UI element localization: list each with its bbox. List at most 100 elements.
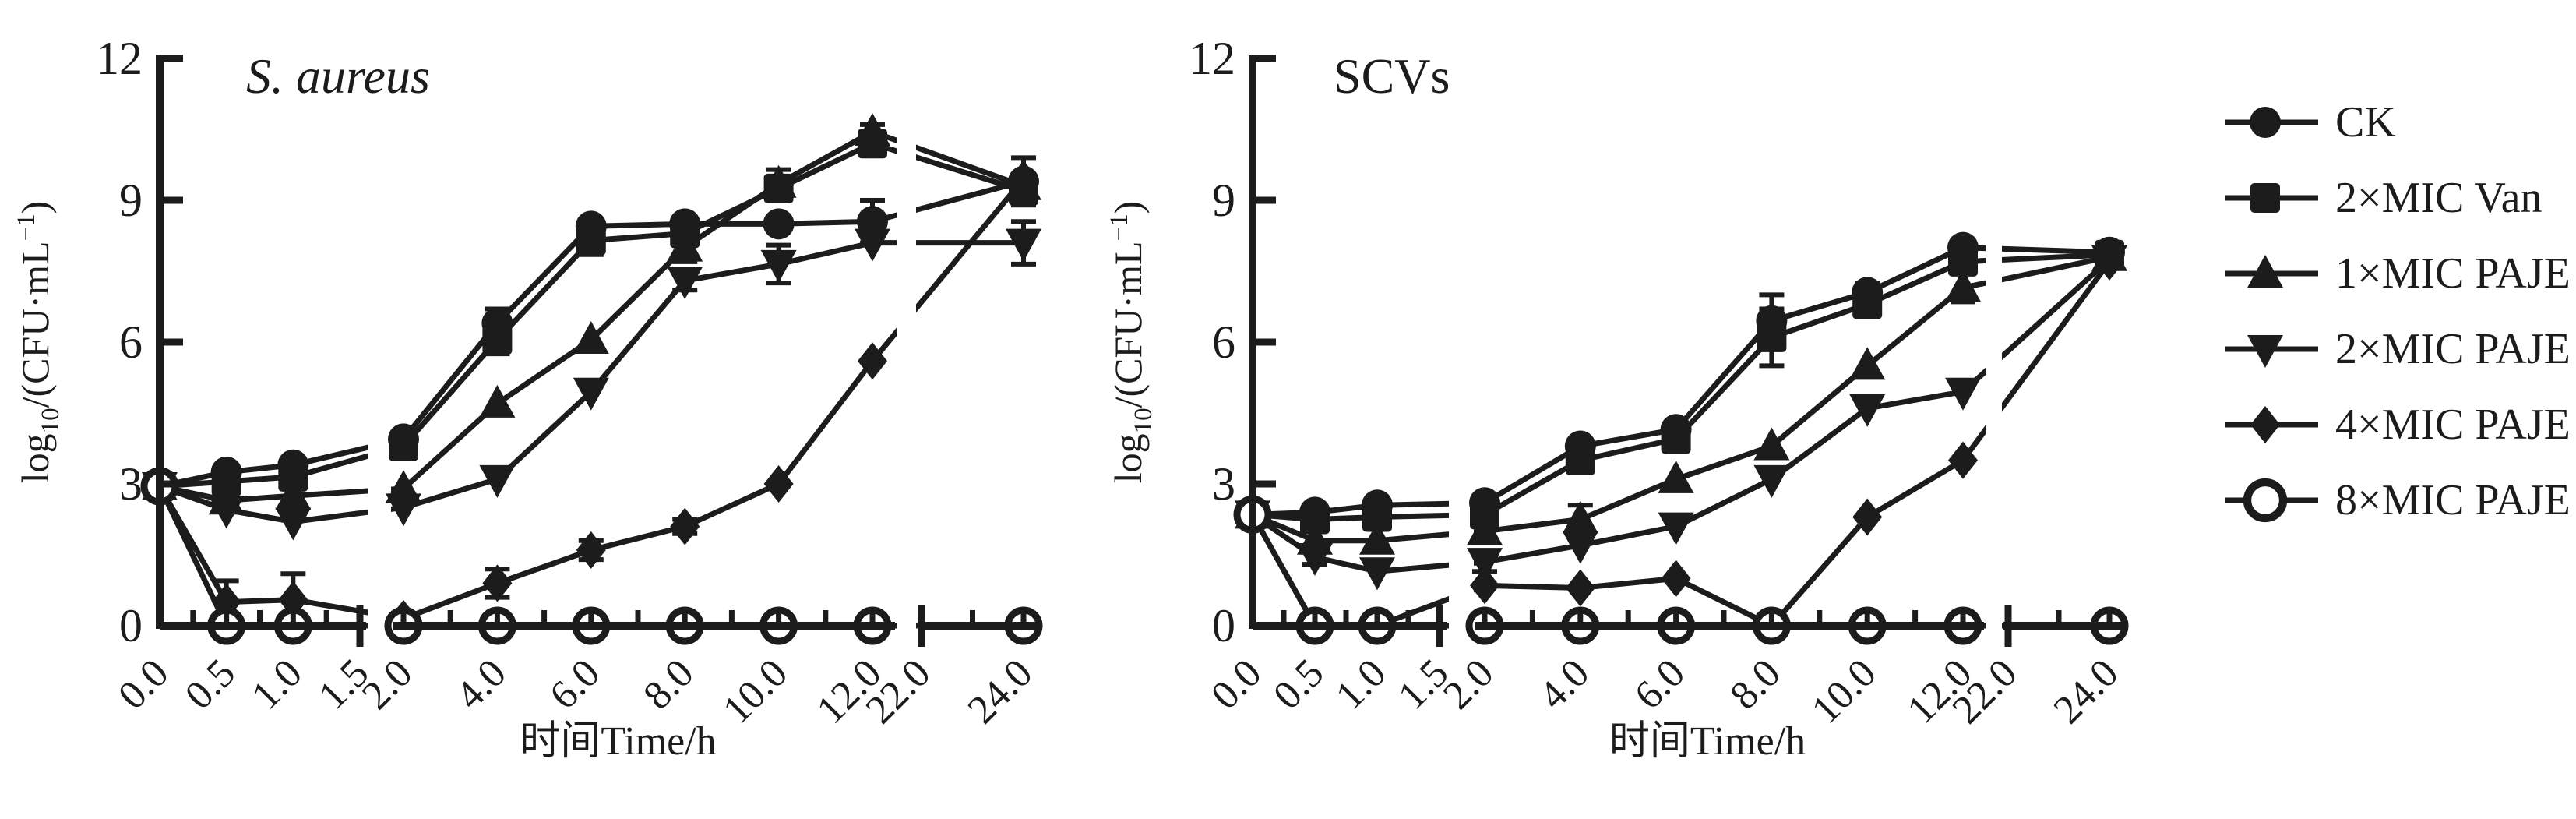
diamond-legend-swatch	[2225, 405, 2318, 443]
y-tick-label: 12	[1189, 33, 1235, 84]
triangle-down-marker	[1658, 512, 1694, 545]
x-tick-label: 10.0	[714, 651, 796, 733]
x-tick-label: 6.0	[1626, 651, 1693, 718]
legend-label: 4×MIC PAJE	[2335, 400, 2571, 449]
diamond-marker	[482, 564, 513, 602]
y-axis-title: log10/(CFU·mL−1)	[12, 201, 65, 484]
y-tick-label: 3	[119, 458, 143, 510]
x-axis-title: 时间Time/h	[1609, 719, 1806, 764]
square-marker	[1661, 424, 1691, 454]
x-tick-label: 2.0	[1435, 651, 1502, 718]
triangle-up-marker	[1849, 347, 1886, 380]
triangle-up-marker	[1753, 427, 1790, 461]
triangle-up-marker	[1467, 512, 1503, 545]
x-tick-label: 24.0	[2046, 651, 2127, 733]
triangle-up-marker	[275, 477, 312, 510]
series-line-triangle-down	[1251, 257, 2112, 574]
triangle-up-marker	[479, 384, 516, 418]
legend-label: 2×MIC Van	[2335, 173, 2543, 222]
x-tick-label: 10.0	[1803, 651, 1885, 733]
triangle-up-marker	[573, 320, 609, 354]
y-tick-label: 9	[1212, 175, 1235, 226]
diamond-marker	[1470, 567, 1499, 605]
triangle-up-legend-swatch	[2225, 254, 2318, 288]
series-line-circle	[1252, 245, 2110, 517]
square-marker	[482, 324, 513, 355]
x-tick-label: 0.5	[1265, 651, 1332, 718]
legend-label: 2×MIC PAJE	[2335, 324, 2571, 373]
y-tick-label: 0	[119, 600, 143, 651]
legend-item-diamond: 4×MIC PAJE	[2225, 387, 2571, 462]
axis-break-gap	[897, 39, 916, 649]
legend-item-triangle-down: 2×MIC PAJE	[2225, 311, 2571, 387]
square-marker	[278, 461, 308, 492]
circle-legend-swatch	[2225, 106, 2318, 138]
y-tick-label: 6	[119, 316, 143, 368]
legend-item-square: 2×MIC Van	[2225, 160, 2571, 235]
square-marker	[1565, 445, 1595, 475]
triangle-down-marker	[855, 228, 890, 262]
x-tick-label: 2.0	[354, 651, 421, 718]
square-marker	[389, 431, 418, 461]
diamond-marker	[858, 342, 887, 380]
axis-break-gap	[1986, 39, 2002, 649]
triangle-down-marker	[1006, 228, 1041, 262]
triangle-down-marker	[1467, 548, 1503, 581]
x-tick-label: 0.0	[110, 651, 177, 718]
triangle-down-legend-swatch	[2225, 334, 2318, 368]
triangle-down-marker	[1562, 531, 1598, 564]
triangle-down-marker	[1753, 464, 1790, 498]
triangle-down-marker	[667, 267, 703, 300]
triangle-up-marker	[1945, 269, 1981, 302]
triangle-down-marker	[386, 493, 421, 527]
diamond-marker	[1852, 498, 1883, 536]
y-tick-label: 3	[1212, 458, 1235, 510]
diamond-marker	[2250, 405, 2280, 443]
x-tick-label: 1.0	[1327, 651, 1394, 718]
series-line-square	[1252, 252, 2110, 522]
triangle-down-marker	[1849, 394, 1886, 427]
y-tick-label: 9	[119, 175, 143, 226]
triangle-up-marker	[855, 113, 890, 147]
series-line-triangle-down	[158, 240, 1024, 525]
triangle-up-marker	[1359, 521, 1395, 555]
square-marker	[1948, 246, 1978, 277]
triangle-down-marker	[1359, 557, 1395, 591]
open-circle-legend-swatch	[2225, 478, 2318, 522]
square-marker	[1757, 322, 1787, 352]
triangle-up-marker	[760, 164, 797, 198]
diamond-marker	[1009, 160, 1038, 198]
legend-label: 8×MIC PAJE	[2335, 475, 2571, 524]
diamond-marker	[670, 507, 700, 545]
triangle-down-marker	[208, 496, 245, 529]
triangle-down-marker	[2247, 334, 2283, 368]
x-tick-label: 0.0	[1203, 651, 1270, 718]
x-tick-label: 4.0	[1531, 651, 1598, 718]
y-axis-title: log10/(CFU·mL−1)	[1105, 201, 1158, 484]
diamond-marker	[1565, 569, 1595, 607]
legend-label: CK	[2335, 97, 2396, 147]
square-marker	[2250, 182, 2280, 213]
plot-title: SCVs	[1334, 48, 1450, 104]
x-tick-label: 8.0	[635, 651, 702, 718]
diamond-marker	[576, 531, 606, 569]
square-marker	[211, 466, 241, 496]
triangle-down-marker	[479, 464, 516, 498]
triangle-down-marker	[1297, 543, 1333, 577]
triangle-down-marker	[1945, 377, 1981, 411]
series-line-square	[159, 140, 1025, 489]
open-circle-marker	[2243, 478, 2288, 522]
series-line-triangle-up	[159, 129, 1025, 503]
x-tick-label: 24.0	[960, 651, 1041, 733]
diamond-marker	[2095, 242, 2124, 281]
x-tick-label: 1.0	[244, 651, 311, 718]
y-tick-label: 6	[1212, 316, 1235, 368]
triangle-down-marker	[573, 377, 609, 411]
square-marker	[1852, 289, 1883, 319]
triangle-down-marker	[275, 507, 312, 541]
diamond-marker	[763, 465, 794, 503]
legend-item-triangle-up: 1×MIC PAJE	[2225, 235, 2571, 311]
legend: CK 2×MIC Van 1×MIC PAJE 2×MIC PAJE 4×MIC PAJ…	[2225, 84, 2571, 538]
